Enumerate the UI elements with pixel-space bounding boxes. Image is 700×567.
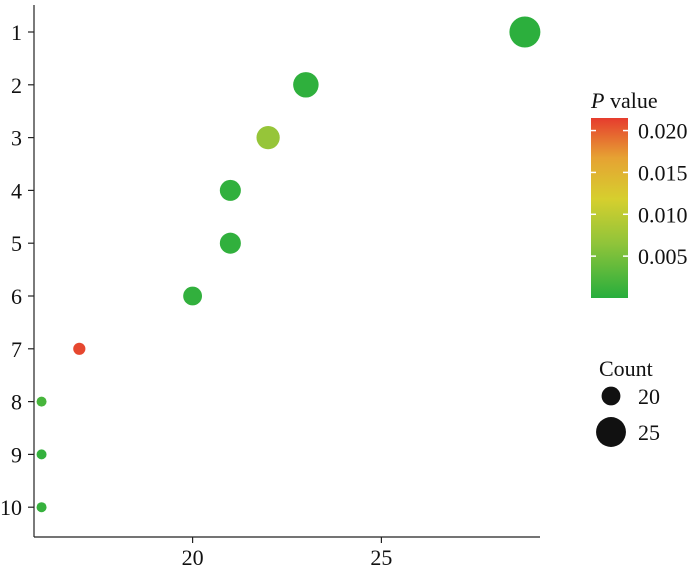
data-point [256, 125, 280, 150]
count-legend-marker [596, 417, 626, 447]
y-tick-label: 6 [11, 284, 22, 309]
y-tick-label: 7 [11, 337, 22, 362]
p-value-legend: P value 0.020 0.015 0.010 0.005 [590, 88, 688, 298]
count-legend-label: 25 [638, 420, 660, 445]
data-point [36, 396, 47, 407]
p-value-colorbar [591, 118, 628, 298]
y-axis: 1 2 3 4 5 6 7 8 9 10 [0, 5, 35, 537]
data-point [293, 72, 319, 98]
colorbar-tick-label: 0.015 [638, 160, 688, 185]
x-tick-label: 25 [370, 545, 392, 567]
data-point [73, 342, 86, 355]
y-tick-label: 5 [11, 231, 22, 256]
y-tick-label: 8 [11, 390, 22, 415]
y-tick-label: 2 [11, 73, 22, 98]
count-legend-label: 20 [638, 384, 660, 409]
data-point [219, 179, 241, 201]
colorbar-tick-label: 0.005 [638, 244, 688, 269]
y-tick-label: 9 [11, 442, 22, 467]
data-point [36, 502, 47, 513]
count-legend-title: Count [599, 356, 653, 381]
data-point [219, 232, 241, 254]
y-tick-label: 10 [0, 495, 22, 520]
x-tick-label: 20 [182, 545, 204, 567]
colorbar-tick-label: 0.020 [638, 119, 688, 144]
count-legend-marker [601, 386, 621, 406]
x-axis: 20 25 [34, 536, 540, 567]
data-points [36, 16, 541, 513]
data-point [36, 449, 47, 460]
colorbar-tick-label: 0.010 [638, 202, 688, 227]
p-value-legend-title: P value [590, 88, 658, 113]
y-tick-label: 3 [11, 126, 22, 151]
data-point [183, 286, 203, 306]
y-tick-label: 1 [11, 20, 22, 45]
p-value-ticks: 0.020 0.015 0.010 0.005 [591, 119, 688, 269]
data-point [509, 16, 541, 48]
y-tick-label: 4 [11, 178, 22, 203]
